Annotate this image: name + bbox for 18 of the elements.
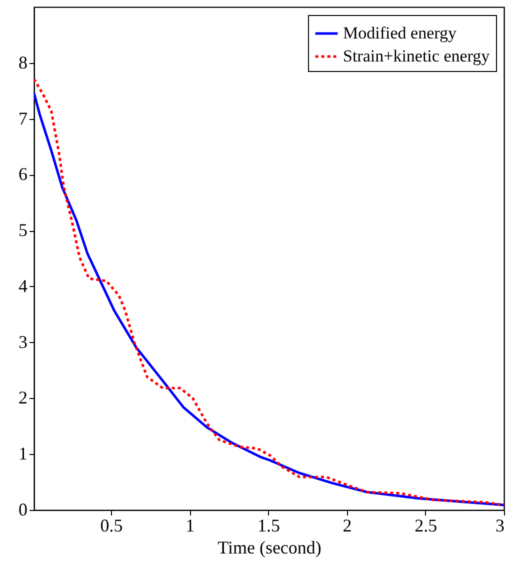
x-tick-label: 2.5 <box>414 516 438 536</box>
y-tick-label: 6 <box>18 164 28 184</box>
x-axis-title: Time (second) <box>218 538 322 558</box>
x-tick-label: 1 <box>186 516 195 536</box>
y-tick-label: 4 <box>18 276 28 296</box>
y-tick-label: 2 <box>18 388 28 408</box>
y-tick-label: 7 <box>18 108 28 128</box>
legend-label: Strain+kinetic energy <box>343 46 490 66</box>
y-tick-label: 5 <box>18 220 28 240</box>
legend-label: Modified energy <box>343 24 457 42</box>
y-tick-label: 1 <box>18 444 28 464</box>
x-tick-label: 1.5 <box>257 516 280 536</box>
x-tick-label: 2 <box>342 516 352 536</box>
y-tick-label: 0 <box>18 500 28 520</box>
x-tick-label: 3 <box>496 516 504 536</box>
y-tick-label: 3 <box>18 332 28 352</box>
y-tick-label: 8 <box>18 52 28 72</box>
x-tick-label: 0.5 <box>100 516 123 536</box>
